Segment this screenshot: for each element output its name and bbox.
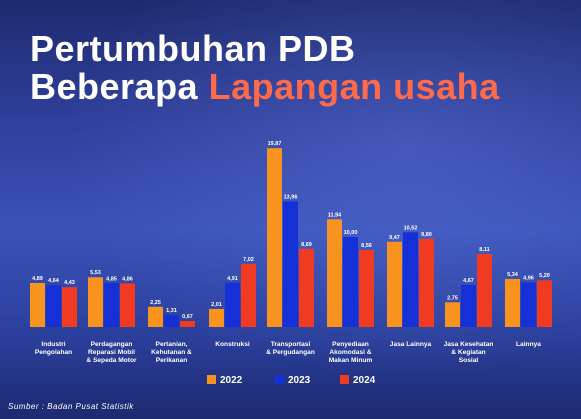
category-label-line: Perdagangan: [91, 341, 133, 348]
category-label-line: Perikanan: [156, 357, 188, 364]
category-label-5: Penyediaan Akomodasi & Makan Minum: [329, 341, 373, 364]
legend-swatch-2022: [207, 375, 216, 384]
bar-2022-4: [267, 148, 282, 327]
category-label-3: Konstruksi: [215, 341, 250, 348]
value-label-group: 4,89 4,64 4,43 5,53 4,85 4,86 2,25 1,31 0,67 2,01…: [32, 141, 550, 320]
chart-title-line-1: Pertumbuhan PDB: [30, 28, 356, 69]
category-label-0: Industri Pengolahan: [35, 341, 72, 356]
value-label-2023-2: 1,31: [166, 308, 177, 314]
value-label-2024-5: 8,56: [361, 243, 372, 249]
category-label-line: Transportasi: [271, 341, 311, 348]
bar-2023-1: [104, 283, 119, 327]
category-label-line: Pengolahan: [35, 349, 72, 356]
legend-label-2024: 2024: [353, 375, 376, 386]
category-label-line: Penyediaan: [332, 341, 369, 348]
value-label-2022-6: 9,47: [389, 235, 400, 241]
value-label-2022-8: 5,34: [507, 272, 519, 278]
value-label-2023-6: 10,52: [404, 225, 418, 231]
bar-2023-0: [46, 285, 61, 327]
value-label-2022-3: 2,01: [211, 302, 222, 308]
value-label-2024-1: 4,86: [122, 276, 133, 282]
category-label-line: Sosial: [459, 357, 479, 364]
category-label-6: Jasa Lainnya: [390, 341, 432, 348]
legend-swatch-2023: [275, 375, 284, 384]
legend-label-2022: 2022: [220, 375, 243, 386]
category-label-2: Pertanian, Kehutanan & Perikanan: [151, 341, 192, 364]
value-label-2024-0: 4,43: [64, 280, 75, 286]
value-label-2023-1: 4,85: [106, 276, 117, 282]
category-label-1: Perdagangan Reparasi Mobil & Sepeda Motor: [86, 341, 137, 364]
value-label-2024-7: 8,11: [479, 247, 489, 253]
value-label-2022-2: 2,25: [150, 300, 161, 306]
bar-2024-5: [359, 249, 374, 327]
value-label-2023-8: 4,96: [523, 275, 534, 281]
category-label-8: Lainnya: [516, 341, 541, 348]
value-label-2022-0: 4,89: [32, 276, 43, 282]
bar-2024-4: [299, 248, 314, 327]
bar-2022-6: [387, 241, 402, 327]
category-label-line: Reparasi Mobil: [88, 349, 135, 356]
value-label-2023-3: 4,91: [227, 276, 238, 282]
bar-2023-5: [343, 237, 358, 327]
category-label-line: Akomodasi &: [329, 349, 371, 356]
value-label-2023-7: 4,67: [463, 278, 474, 284]
bar-2024-3: [241, 263, 256, 327]
category-label-line: Lainnya: [516, 341, 541, 348]
category-label-line: Pertanian,: [156, 341, 188, 348]
legend-swatch-2024: [340, 375, 349, 384]
category-label-line: Konstruksi: [215, 341, 250, 348]
category-label-line: & Pergudangan: [266, 349, 315, 356]
category-label-line: Jasa Lainnya: [390, 341, 432, 348]
category-label-line: Industri: [41, 341, 65, 348]
legend-label-2023: 2023: [288, 375, 311, 386]
bar-2022-5: [327, 219, 342, 327]
bar-2022-8: [505, 278, 520, 327]
category-label-7: Jasa Kesehatan & Kegiatan Sosial: [444, 341, 494, 364]
category-label-line: Makan Minum: [329, 357, 373, 364]
bar-2023-7: [461, 284, 476, 327]
legend: 2022 2023 2024: [207, 375, 376, 386]
value-label-2023-4: 13,96: [284, 194, 298, 200]
value-label-2023-0: 4,64: [48, 278, 60, 284]
bar-2022-2: [148, 306, 163, 327]
chart-title-prefix: Beberapa: [30, 66, 199, 107]
bar-2023-8: [521, 282, 536, 327]
bar-2024-8: [537, 280, 552, 327]
category-label-4: Transportasi & Pergudangan: [266, 341, 315, 356]
source-note: Sumber : Badan Pusat Statistik: [8, 402, 134, 411]
category-label-line: Jasa Kesehatan: [444, 341, 494, 348]
value-label-2024-3: 7,02: [243, 257, 254, 263]
value-label-2024-6: 9,80: [421, 232, 432, 238]
chart-title-accent: Lapangan usaha: [208, 66, 500, 107]
bar-2024-0: [62, 287, 77, 327]
value-label-2022-4: 19,87: [268, 141, 282, 147]
bar-2022-1: [88, 277, 103, 327]
value-label-2022-5: 11,94: [328, 212, 342, 218]
bar-2023-3: [225, 282, 240, 327]
category-label-line: & Sepeda Motor: [86, 357, 137, 364]
chart-title-line-2: Beberapa Lapangan usaha: [30, 68, 500, 106]
bar-2024-6: [419, 238, 434, 327]
category-label-line: Kehutanan &: [151, 349, 192, 356]
bar-2022-0: [30, 282, 45, 327]
category-label-line: & Kegiatan: [451, 349, 485, 356]
value-label-2024-2: 0,67: [182, 314, 193, 320]
category-label-group: Industri Pengolahan Perdagangan Reparasi Mo…: [35, 341, 541, 364]
bar-2024-2: [180, 320, 195, 327]
bar-2022-7: [445, 302, 460, 327]
value-label-2024-8: 5,20: [539, 273, 550, 279]
bar-group: [30, 148, 552, 327]
bar-2023-6: [403, 232, 418, 327]
value-label-2023-5: 10,00: [344, 230, 358, 236]
bar-2022-3: [209, 308, 224, 327]
bar-2023-2: [164, 315, 179, 327]
bar-2024-1: [120, 283, 135, 327]
bar-2023-4: [283, 201, 298, 327]
value-label-2022-7: 2,75: [447, 295, 458, 301]
value-label-2022-1: 5,53: [90, 270, 101, 276]
bar-2024-7: [477, 254, 492, 327]
value-label-2024-4: 8,69: [301, 242, 312, 248]
